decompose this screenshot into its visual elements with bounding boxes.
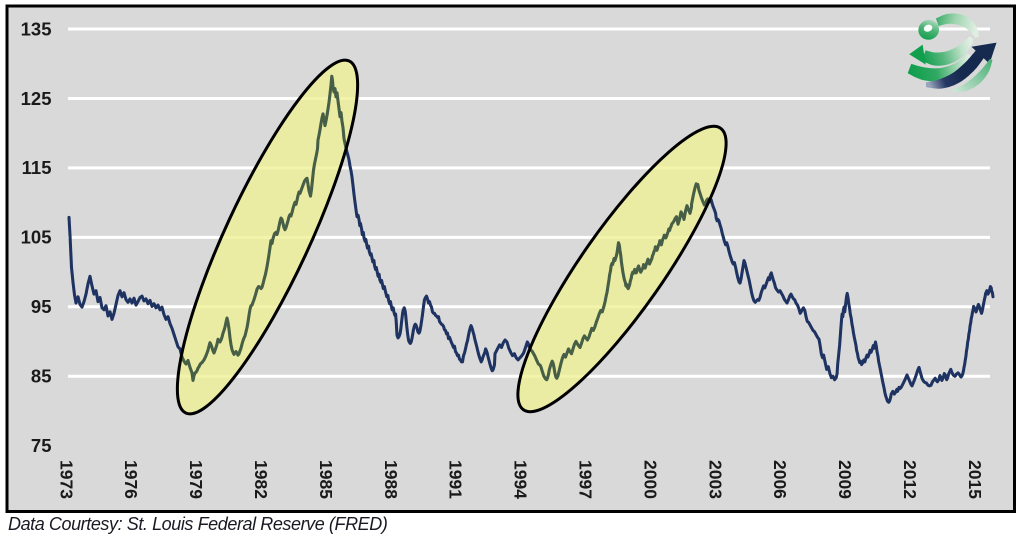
svg-text:95: 95: [31, 296, 52, 317]
svg-text:1994: 1994: [511, 460, 531, 499]
svg-text:2000: 2000: [640, 460, 660, 499]
svg-text:1973: 1973: [56, 460, 76, 499]
svg-text:1976: 1976: [121, 460, 141, 499]
svg-text:1997: 1997: [576, 460, 596, 499]
svg-text:2012: 2012: [900, 460, 920, 499]
svg-text:Data Courtesy: St. Louis Feder: Data Courtesy: St. Louis Federal Reserve…: [8, 514, 387, 534]
svg-text:85: 85: [31, 366, 52, 387]
svg-text:1982: 1982: [251, 460, 271, 499]
svg-text:115: 115: [22, 157, 52, 178]
svg-text:135: 135: [21, 18, 52, 39]
svg-text:1991: 1991: [446, 460, 466, 499]
svg-text:1979: 1979: [186, 460, 206, 499]
svg-text:1985: 1985: [316, 460, 336, 499]
svg-text:1988: 1988: [381, 460, 401, 499]
svg-text:2006: 2006: [770, 460, 790, 499]
svg-text:105: 105: [21, 227, 52, 248]
svg-text:125: 125: [21, 88, 52, 109]
svg-text:2003: 2003: [705, 460, 725, 499]
svg-text:75: 75: [31, 435, 52, 456]
svg-text:2015: 2015: [965, 460, 985, 499]
svg-text:2009: 2009: [835, 460, 855, 499]
